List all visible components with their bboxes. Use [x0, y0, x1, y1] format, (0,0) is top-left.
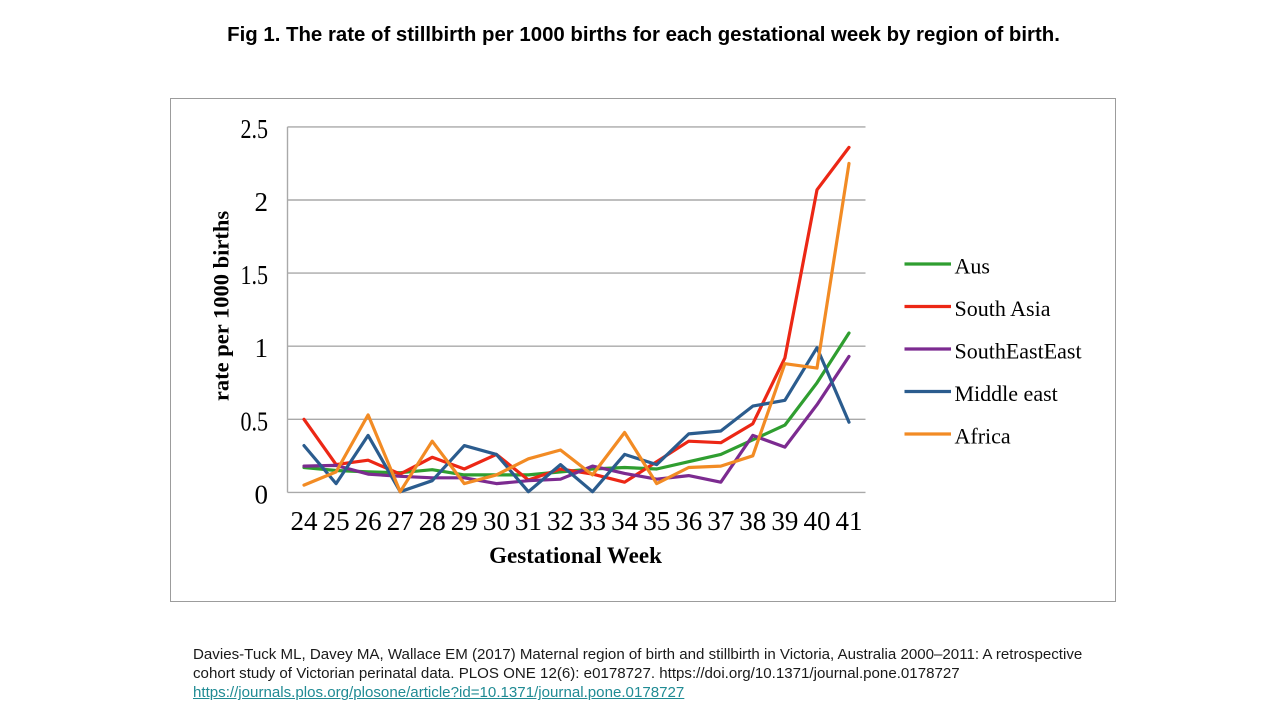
svg-text:2.5: 2.5: [241, 114, 269, 144]
svg-text:rate per 1000 births: rate per 1000 births: [209, 211, 234, 401]
svg-text:28: 28: [419, 506, 446, 536]
svg-text:1: 1: [255, 333, 269, 363]
svg-text:South Asia: South Asia: [955, 296, 1051, 321]
svg-text:34: 34: [611, 506, 639, 536]
svg-text:38: 38: [739, 506, 766, 536]
svg-text:30: 30: [483, 506, 510, 536]
svg-text:24: 24: [291, 506, 319, 536]
svg-text:35: 35: [643, 506, 670, 536]
svg-text:0.5: 0.5: [241, 406, 269, 436]
svg-text:0: 0: [255, 479, 269, 509]
svg-text:41: 41: [836, 506, 863, 536]
svg-text:Africa: Africa: [955, 424, 1011, 449]
svg-text:32: 32: [547, 506, 574, 536]
svg-text:26: 26: [355, 506, 382, 536]
svg-text:40: 40: [804, 506, 831, 536]
svg-text:1.5: 1.5: [241, 260, 269, 290]
svg-text:27: 27: [387, 506, 414, 536]
svg-text:25: 25: [323, 506, 350, 536]
svg-text:37: 37: [707, 506, 734, 536]
svg-text:39: 39: [771, 506, 798, 536]
svg-text:36: 36: [675, 506, 702, 536]
svg-text:33: 33: [579, 506, 606, 536]
svg-text:31: 31: [515, 506, 542, 536]
svg-text:Gestational Week: Gestational Week: [489, 543, 662, 568]
svg-text:Middle east: Middle east: [955, 381, 1058, 406]
svg-text:SouthEastEast: SouthEastEast: [955, 339, 1082, 364]
svg-text:2: 2: [255, 187, 269, 217]
svg-text:Aus: Aus: [955, 254, 990, 279]
svg-text:29: 29: [451, 506, 478, 536]
